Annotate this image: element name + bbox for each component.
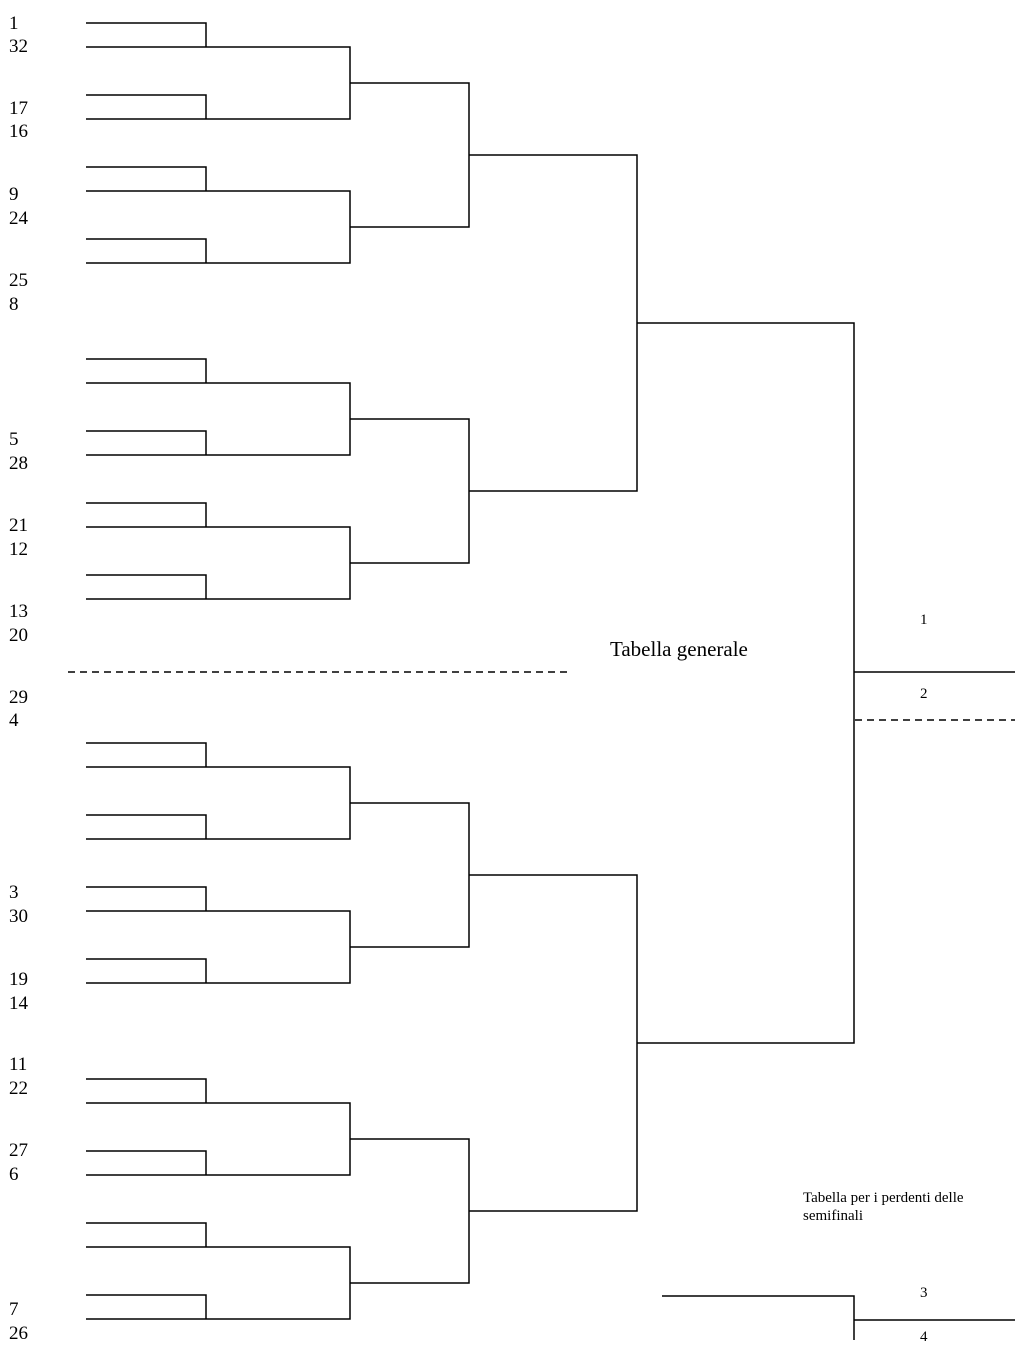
round-2-connector [206, 526, 351, 600]
round-1-connector [86, 166, 207, 192]
consolation-bracket-title: Tabella per i perdenti delle semifinali [803, 1190, 964, 1224]
round-2-connector [206, 46, 351, 120]
seed-label: 25 [9, 270, 28, 291]
consolation-place-label: 4 [920, 1329, 928, 1345]
round-1-connector [86, 238, 207, 264]
semifinal-connector [469, 154, 638, 492]
round-2-connector [206, 1102, 351, 1176]
round-1-connector [86, 1222, 207, 1248]
round-1-connector [86, 94, 207, 120]
main-bracket-title: Tabella generale [610, 637, 748, 661]
seed-label: 28 [9, 453, 28, 474]
round-1-connector [86, 1294, 207, 1320]
quarterfinal-connector [350, 82, 470, 228]
seed-label: 5 [9, 429, 19, 450]
round-2-connector [206, 910, 351, 984]
final-place-label: 1 [920, 612, 928, 628]
round-2-connector [206, 190, 351, 264]
round-1-connector [86, 574, 207, 600]
consolation-connector [662, 1295, 855, 1340]
round-1-connector [86, 430, 207, 456]
round-1-connector [86, 358, 207, 384]
seed-label: 3 [9, 882, 19, 903]
final-connector [637, 322, 855, 1044]
round-2-connector [206, 1246, 351, 1320]
round-1-connector [86, 742, 207, 768]
seed-label: 6 [9, 1164, 19, 1185]
semifinal-connector [469, 874, 638, 1212]
quarterfinal-connector [350, 418, 470, 564]
seed-label: 19 [9, 969, 28, 990]
seed-label: 29 [9, 687, 28, 708]
seed-label: 32 [9, 36, 28, 57]
round-1-connector [86, 502, 207, 528]
consolation-place-label: 3 [920, 1285, 928, 1301]
round-2-connector [206, 766, 351, 840]
quarterfinal-connector [350, 802, 470, 948]
seed-label: 11 [9, 1054, 28, 1075]
seed-label: 26 [9, 1323, 28, 1344]
seed-label: 9 [9, 184, 19, 205]
quarterfinal-connector [350, 1138, 470, 1284]
seed-label: 22 [9, 1078, 28, 1099]
seed-label: 24 [9, 208, 28, 229]
seed-label: 12 [9, 539, 28, 560]
seed-label: 4 [9, 710, 19, 731]
seed-label: 17 [9, 98, 28, 119]
seed-label: 13 [9, 601, 28, 622]
round-1-connector [86, 1078, 207, 1104]
seed-label: 8 [9, 294, 19, 315]
seed-label: 27 [9, 1140, 28, 1161]
seed-label: 30 [9, 906, 28, 927]
round-1-connector [86, 814, 207, 840]
seed-label: 14 [9, 993, 28, 1014]
seed-label: 21 [9, 515, 28, 536]
seed-label: 1 [9, 13, 19, 34]
seed-label: 7 [9, 1299, 19, 1320]
round-1-connector [86, 886, 207, 912]
seed-label: 20 [9, 625, 28, 646]
final-place-label: 2 [920, 686, 928, 702]
seed-label: 16 [9, 121, 28, 142]
round-2-connector [206, 382, 351, 456]
round-1-connector [86, 958, 207, 984]
round-1-connector [86, 1150, 207, 1176]
round-1-connector [86, 22, 207, 48]
